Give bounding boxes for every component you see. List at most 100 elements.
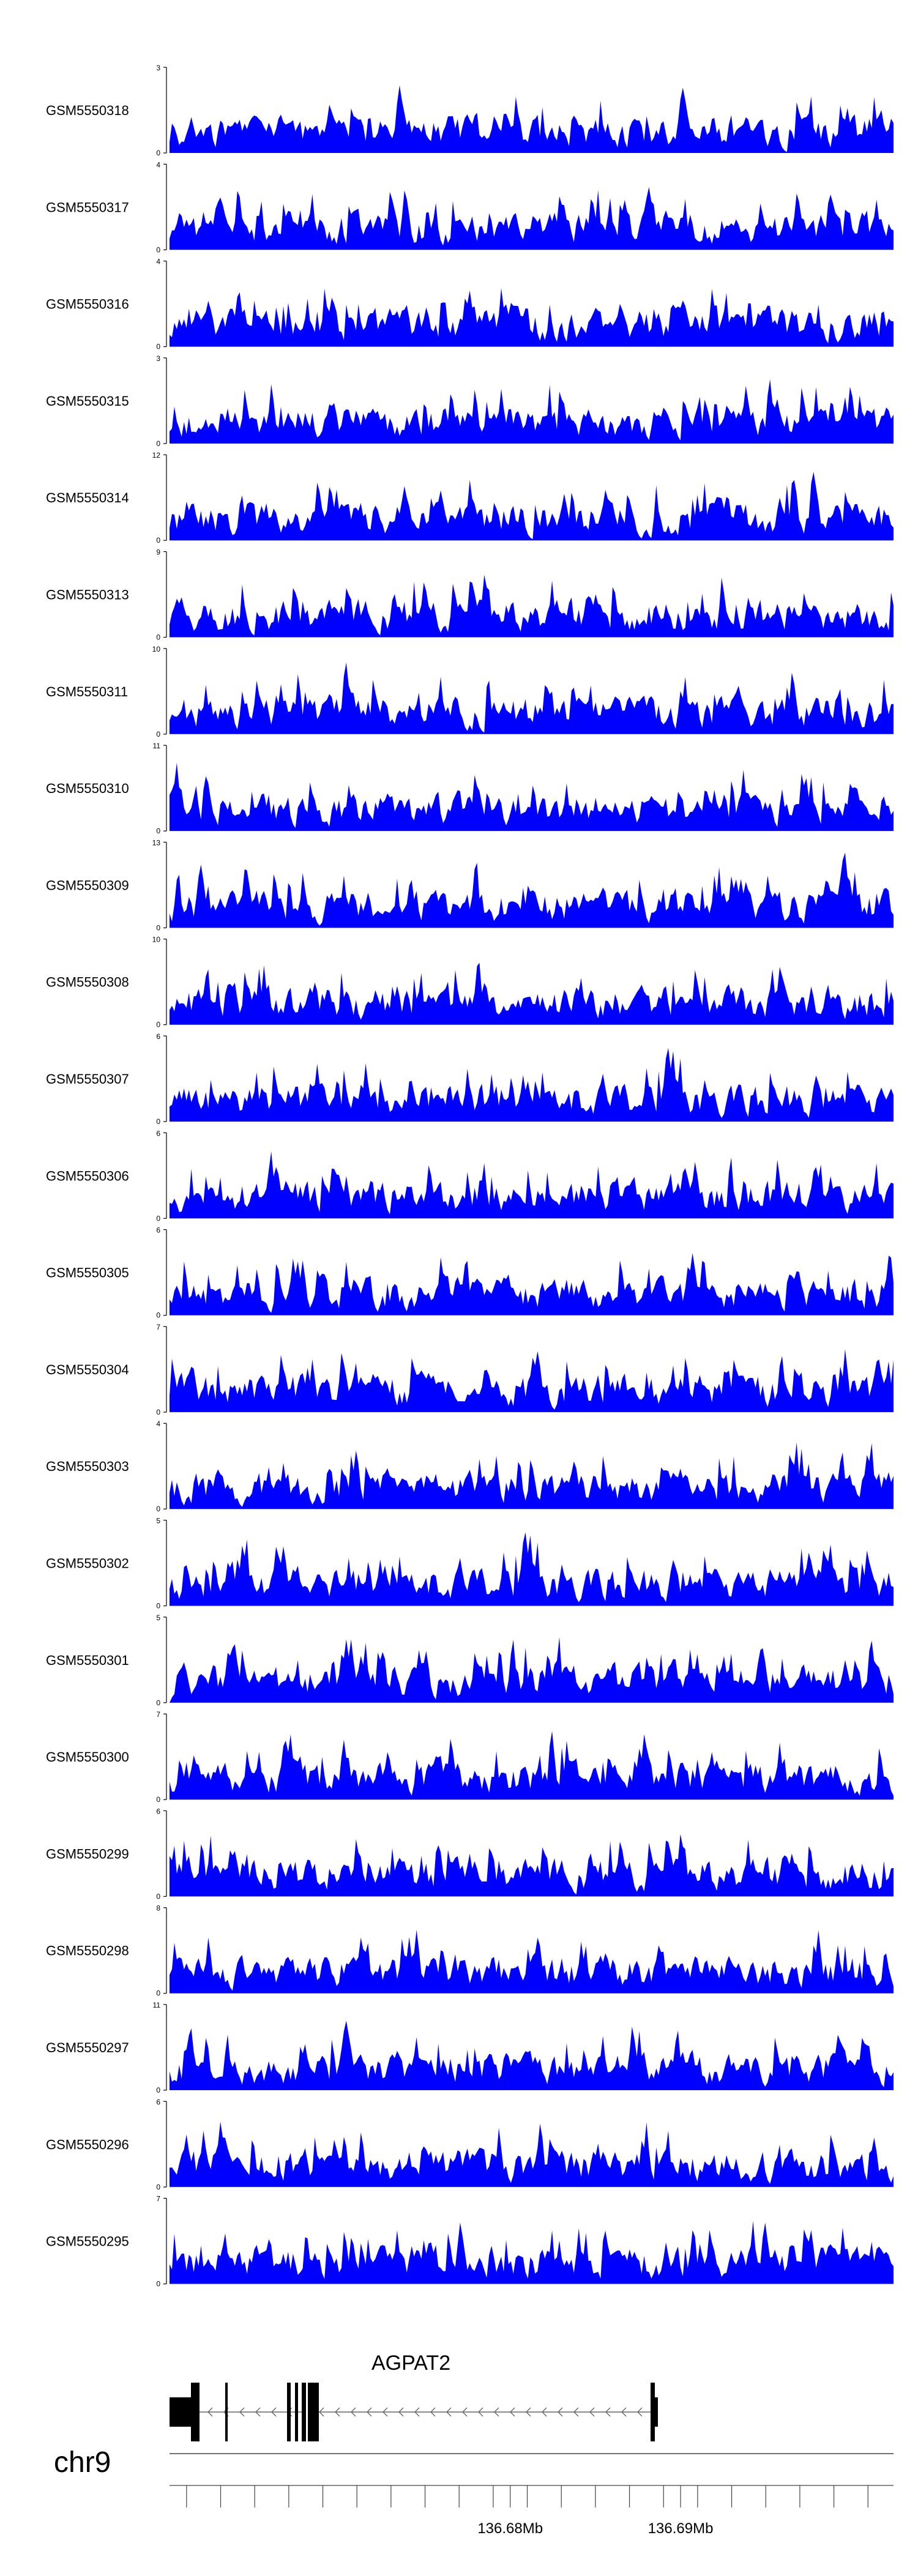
coverage-area [170, 288, 894, 347]
track-GSM5550295: GSM5550295 7 0 [46, 2195, 894, 2288]
gene-track: AGPAT2 [170, 2351, 658, 2441]
exon [287, 2383, 291, 2441]
track-label: GSM5550305 [46, 1265, 129, 1281]
track-label: GSM5550298 [46, 1943, 129, 1959]
track-label: GSM5550309 [46, 877, 129, 893]
track-GSM5550308: GSM5550308 10 0 [46, 936, 894, 1029]
y-axis-max-label: 11 [153, 2001, 161, 2009]
track-GSM5550307: GSM5550307 6 0 [46, 1032, 894, 1126]
strand-arrow [542, 2407, 547, 2417]
exon [651, 2383, 655, 2441]
strand-arrow [510, 2407, 515, 2417]
y-axis-zero-label: 0 [156, 2183, 160, 2191]
track-label: GSM5550308 [46, 975, 129, 990]
track-GSM5550316: GSM5550316 4 0 [46, 258, 894, 351]
strand-arrow [351, 2407, 356, 2417]
coverage-area [170, 85, 894, 153]
tick-label: 136.69Mb [648, 2520, 714, 2537]
y-axis-max-label: 12 [152, 451, 161, 460]
y-axis-max-label: 11 [153, 742, 161, 750]
tick-label: 136.68Mb [477, 2520, 543, 2537]
coverage-area [170, 852, 894, 928]
track-GSM5550302: GSM5550302 5 0 [46, 1517, 894, 1610]
y-axis-zero-label: 0 [156, 1021, 160, 1029]
strand-arrow [605, 2407, 611, 2417]
track-label: GSM5550318 [46, 103, 129, 118]
y-axis-zero-label: 0 [156, 1214, 160, 1223]
y-axis-zero-label: 0 [156, 1699, 160, 1707]
strand-arrow [398, 2407, 404, 2417]
track-GSM5550314: GSM5550314 12 0 [46, 451, 894, 545]
strand-arrow [526, 2407, 531, 2417]
strand-arrow [446, 2407, 452, 2417]
track-GSM5550304: GSM5550304 7 0 [46, 1323, 894, 1416]
strand-arrow [414, 2407, 420, 2417]
coverage-area [170, 472, 894, 541]
track-GSM5550306: GSM5550306 6 0 [46, 1129, 894, 1223]
track-label: GSM5550299 [46, 1846, 129, 1861]
y-axis-max-label: 5 [156, 1614, 160, 1622]
y-axis-zero-label: 0 [156, 439, 160, 448]
y-axis-max-label: 13 [152, 838, 161, 847]
strand-arrow [558, 2407, 563, 2417]
track-GSM5550299: GSM5550299 6 0 [46, 1807, 894, 1900]
y-axis-max-label: 4 [156, 258, 160, 266]
y-axis-max-label: 6 [156, 1129, 160, 1137]
track-GSM5550303: GSM5550303 4 0 [46, 1420, 894, 1513]
track-label: GSM5550303 [46, 1459, 129, 1474]
y-axis-max-label: 7 [156, 1323, 160, 1331]
track-label: GSM5550300 [46, 1749, 129, 1765]
y-axis-zero-label: 0 [156, 245, 160, 254]
exon [191, 2383, 200, 2441]
y-axis-max-label: 6 [156, 2098, 160, 2106]
track-label: GSM5550302 [46, 1556, 129, 1571]
strand-arrow [637, 2407, 643, 2417]
y-axis-max-label: 7 [156, 1710, 160, 1719]
coverage-area [170, 962, 894, 1025]
y-axis-zero-label: 0 [156, 1795, 160, 1804]
strand-arrow [255, 2407, 261, 2417]
genome-axis: chr9 136.68Mb 136.69Mb [54, 2446, 894, 2537]
y-axis-max-label: 6 [156, 1226, 160, 1235]
track-GSM5550310: GSM5550310 11 0 [46, 742, 894, 835]
track-GSM5550305: GSM5550305 6 0 [46, 1226, 894, 1320]
exon [302, 2383, 319, 2441]
y-axis-zero-label: 0 [156, 343, 160, 351]
track-GSM5550296: GSM5550296 6 0 [46, 2098, 894, 2191]
y-axis-max-label: 6 [156, 1807, 160, 1815]
y-axis-zero-label: 0 [156, 1989, 160, 1998]
exon [170, 2397, 194, 2427]
coverage-area [170, 2220, 894, 2284]
coverage-area [170, 575, 894, 638]
coverage-area [170, 1731, 894, 1800]
track-label: GSM5550306 [46, 1168, 129, 1183]
exon [655, 2397, 658, 2427]
coverage-area [170, 662, 894, 734]
strand-arrow [271, 2407, 277, 2417]
strand-arrow [367, 2407, 372, 2417]
y-axis-zero-label: 0 [156, 730, 160, 739]
track-GSM5550298: GSM5550298 8 0 [46, 1904, 894, 1998]
coverage-area [170, 762, 894, 832]
y-axis-max-label: 3 [156, 64, 160, 72]
track-GSM5550309: GSM5550309 13 0 [46, 838, 894, 932]
y-axis-zero-label: 0 [156, 633, 160, 642]
y-axis-zero-label: 0 [156, 1505, 160, 1513]
strand-arrow [478, 2407, 483, 2417]
track-label: GSM5550310 [46, 781, 129, 796]
coverage-area [170, 379, 894, 444]
strand-arrow [239, 2407, 245, 2417]
coverage-area [170, 1929, 894, 1993]
coverage-tracks: GSM555031830GSM555031740GSM555031640GSM5… [46, 64, 894, 2288]
y-axis-max-label: 4 [156, 1420, 160, 1428]
strand-arrow [207, 2407, 213, 2417]
y-axis-zero-label: 0 [156, 1311, 160, 1320]
track-label: GSM5550304 [46, 1362, 129, 1377]
track-label: GSM5550316 [46, 297, 129, 312]
y-axis-zero-label: 0 [156, 536, 160, 545]
coverage-area [170, 1532, 894, 1606]
gene-name-label: AGPAT2 [371, 2351, 450, 2375]
strand-arrow [382, 2407, 388, 2417]
track-GSM5550317: GSM5550317 4 0 [46, 160, 894, 254]
coverage-area [170, 187, 894, 250]
